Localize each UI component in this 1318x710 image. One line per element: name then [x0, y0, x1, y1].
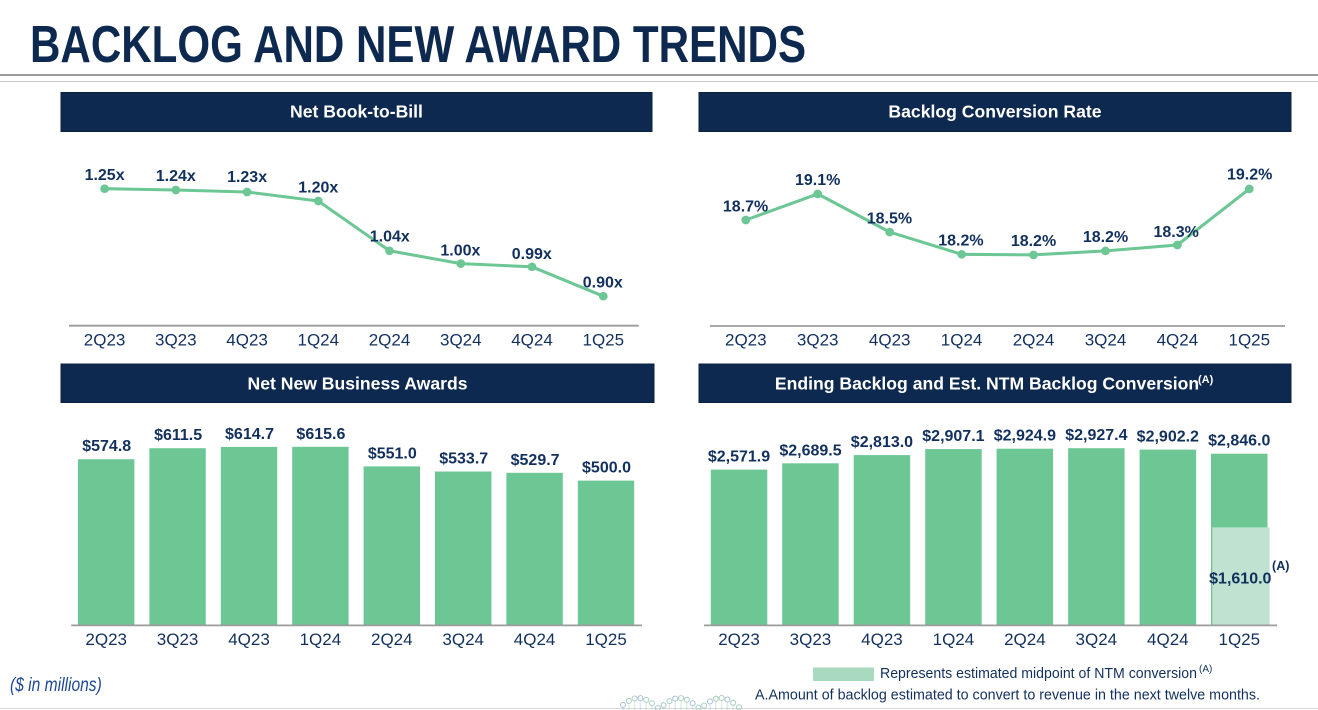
svg-text:1Q25: 1Q25: [583, 330, 625, 349]
svg-text:19.1%: 19.1%: [795, 172, 840, 189]
svg-text:$551.0: $551.0: [368, 445, 417, 462]
svg-text:1Q25: 1Q25: [1218, 630, 1260, 649]
svg-text:3Q23: 3Q23: [157, 630, 199, 649]
svg-text:3Q24: 3Q24: [442, 630, 484, 649]
svg-text:(A): (A): [1198, 374, 1214, 386]
svg-text:4Q23: 4Q23: [228, 630, 270, 649]
svg-text:1.24x: 1.24x: [156, 168, 196, 185]
svg-text:1.00x: 1.00x: [440, 243, 480, 260]
svg-text:3Q23: 3Q23: [797, 330, 839, 349]
svg-text:2Q24: 2Q24: [1013, 330, 1055, 349]
svg-text:2Q23: 2Q23: [725, 330, 767, 349]
svg-text:4Q23: 4Q23: [226, 330, 268, 349]
svg-text:Represents estimated midpoint: Represents estimated midpoint of NTM con…: [880, 665, 1197, 682]
svg-text:3Q24: 3Q24: [1085, 330, 1127, 349]
svg-text:$2,846.0: $2,846.0: [1208, 433, 1270, 450]
svg-text:$2,571.9: $2,571.9: [708, 449, 770, 466]
svg-text:Net Book-to-Bill: Net Book-to-Bill: [290, 102, 423, 122]
svg-text:Backlog Conversion Rate: Backlog Conversion Rate: [888, 102, 1101, 122]
svg-text:2Q24: 2Q24: [1004, 630, 1046, 649]
svg-text:3Q23: 3Q23: [155, 330, 197, 349]
svg-text:$1,610.0: $1,610.0: [1209, 571, 1271, 588]
svg-text:3Q24: 3Q24: [1076, 630, 1118, 649]
svg-text:1Q24: 1Q24: [933, 630, 975, 649]
svg-text:3Q24: 3Q24: [440, 330, 482, 349]
svg-text:18.2%: 18.2%: [1011, 233, 1056, 250]
svg-text:0.90x: 0.90x: [583, 274, 623, 291]
svg-text:Net New Business Awards: Net New Business Awards: [248, 374, 468, 394]
svg-text:$614.7: $614.7: [225, 426, 274, 443]
svg-text:1Q25: 1Q25: [585, 630, 627, 649]
svg-text:1Q25: 1Q25: [1229, 330, 1271, 349]
svg-text:$533.7: $533.7: [439, 451, 488, 468]
svg-text:$2,689.5: $2,689.5: [779, 442, 841, 459]
svg-text:4Q24: 4Q24: [511, 330, 553, 349]
svg-text:1.23x: 1.23x: [227, 169, 267, 186]
svg-text:$529.7: $529.7: [511, 452, 560, 469]
svg-text:A.Amount of backlog estimated: A.Amount of backlog estimated to convert…: [755, 686, 1260, 703]
svg-text:$2,902.2: $2,902.2: [1137, 429, 1199, 446]
svg-text:$2,907.1: $2,907.1: [922, 428, 984, 445]
svg-text:18.3%: 18.3%: [1154, 224, 1199, 241]
svg-text:$611.5: $611.5: [154, 427, 202, 444]
svg-text:18.7%: 18.7%: [723, 198, 768, 215]
svg-text:2Q23: 2Q23: [718, 630, 760, 649]
svg-text:$574.8: $574.8: [82, 438, 131, 455]
svg-text:1.20x: 1.20x: [298, 180, 338, 197]
svg-text:2Q24: 2Q24: [369, 330, 411, 349]
svg-text:$500.0: $500.0: [582, 460, 631, 477]
svg-text:2Q24: 2Q24: [371, 630, 413, 649]
svg-text:Ending Backlog and Est. NTM Ba: Ending Backlog and Est. NTM Backlog Conv…: [775, 374, 1199, 394]
svg-text:18.2%: 18.2%: [1083, 229, 1128, 246]
svg-text:4Q24: 4Q24: [1157, 330, 1199, 349]
svg-text:19.2%: 19.2%: [1227, 167, 1272, 184]
svg-text:2Q23: 2Q23: [84, 330, 126, 349]
svg-text:4Q24: 4Q24: [1147, 630, 1189, 649]
svg-text:1Q24: 1Q24: [298, 330, 340, 349]
svg-text:18.5%: 18.5%: [867, 211, 912, 228]
svg-text:$2,813.0: $2,813.0: [851, 434, 913, 451]
svg-text:(A): (A): [1272, 559, 1289, 573]
svg-text:18.2%: 18.2%: [938, 233, 983, 250]
svg-text:1Q24: 1Q24: [941, 330, 983, 349]
svg-text:4Q23: 4Q23: [861, 630, 903, 649]
svg-text:4Q24: 4Q24: [514, 630, 556, 649]
svg-text:4Q23: 4Q23: [869, 330, 911, 349]
svg-text:2Q23: 2Q23: [85, 630, 127, 649]
svg-text:1Q24: 1Q24: [300, 630, 342, 649]
svg-text:$2,927.4: $2,927.4: [1065, 427, 1127, 444]
svg-text:1.25x: 1.25x: [85, 167, 125, 184]
svg-text:$2,924.9: $2,924.9: [994, 428, 1056, 445]
svg-text:0.99x: 0.99x: [512, 246, 552, 263]
svg-text:1.04x: 1.04x: [370, 228, 410, 245]
svg-text:(A): (A): [1199, 664, 1212, 675]
svg-text:$615.6: $615.6: [296, 426, 345, 443]
svg-text:3Q23: 3Q23: [790, 630, 832, 649]
